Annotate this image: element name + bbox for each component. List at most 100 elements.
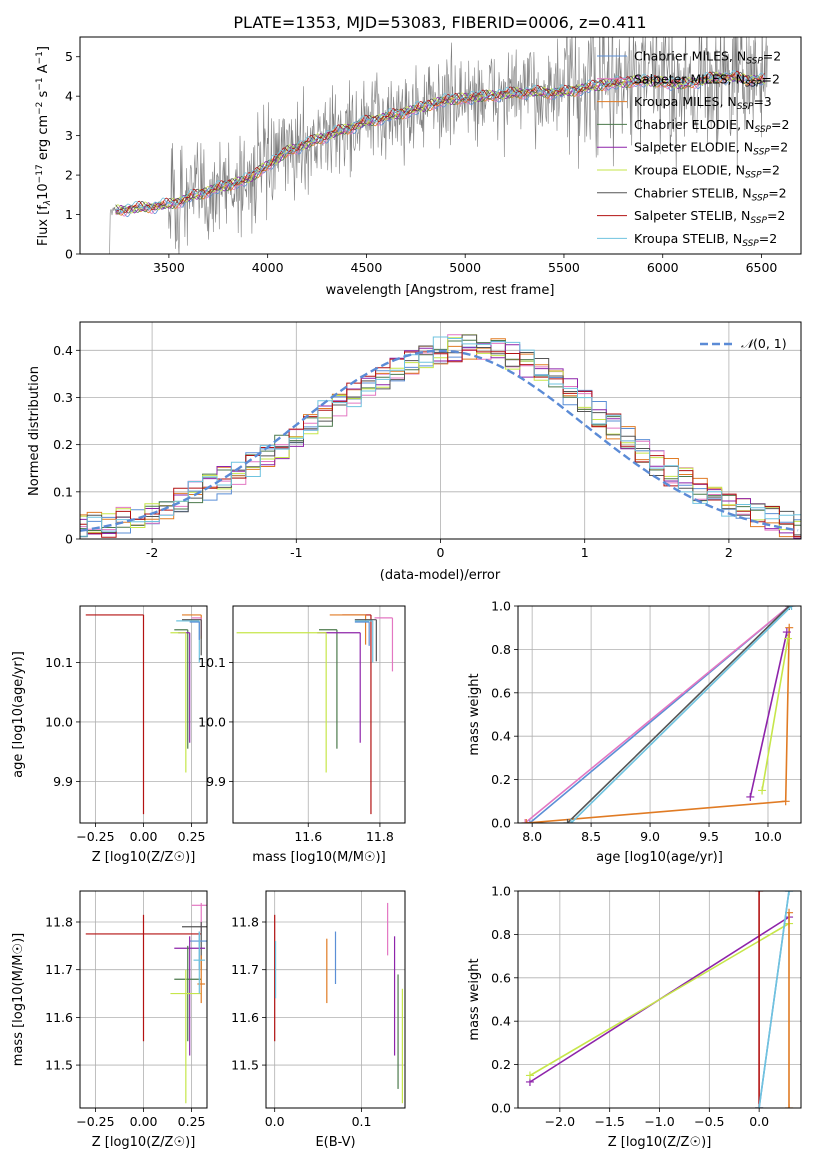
weight-marker xyxy=(785,891,794,895)
observed-spectrum xyxy=(109,37,768,254)
y-tick-label: 1.0 xyxy=(491,884,511,899)
y-tick-label: 1.0 xyxy=(491,599,511,614)
legend-label: Chabrier MILES, NSSP=2 xyxy=(634,49,781,67)
y-tick-label: 0.0 xyxy=(491,1101,511,1116)
model-spectrum xyxy=(115,71,766,214)
weight-marker xyxy=(758,786,767,795)
y-tick-label: 0.3 xyxy=(53,390,73,405)
axes-frame xyxy=(79,321,802,540)
y-tick-label: 0.8 xyxy=(491,927,511,942)
y-tick-label: 9.9 xyxy=(53,774,73,789)
axes-frame xyxy=(79,36,802,255)
legend-label: 𝒩(0, 1) xyxy=(741,336,787,351)
legend-label: Salpeter STELIB, NSSP=2 xyxy=(634,208,785,226)
x-tick-label: −0.25 xyxy=(76,829,114,844)
weight-series xyxy=(758,891,790,1108)
axes-frame xyxy=(232,605,406,824)
residuals-ylabel: Normed distribution xyxy=(27,366,42,496)
legend-label: Kroupa MILES, NSSP=3 xyxy=(634,94,772,112)
axes-frame xyxy=(517,605,802,824)
x-axis-label: age [log10(age/yr)] xyxy=(596,850,723,865)
spectrum-ylabel: Flux [fλ10−17 erg cm−2 s−1 A−1] xyxy=(35,46,53,246)
model-spectrum xyxy=(115,70,766,214)
x-axis-label: Z [log10(Z/Z☉)] xyxy=(92,850,196,865)
weight-marker xyxy=(755,1104,764,1108)
y-axis-label: mass weight xyxy=(467,673,482,755)
y-tick-label: 0.4 xyxy=(491,729,511,744)
mass-vs-extinction-panel: 0.0 0.1 11.5 11.6 11.7 11.8 E(B-V) xyxy=(231,890,406,1150)
residuals-xlabel: (data-model)/error xyxy=(380,568,501,583)
weight-series xyxy=(524,606,790,823)
age-vs-metallicity-panel: −0.25 0.00 0.25 9.9 10.0 10.1 Z [log10(Z/Z☉)] a… xyxy=(11,605,208,865)
legend-label: Kroupa STELIB, NSSP=2 xyxy=(634,231,777,249)
legend-label: Salpeter MILES, NSSP=2 xyxy=(634,71,780,89)
weight-marker xyxy=(785,1104,794,1108)
x-tick-label: −0.5 xyxy=(694,1114,724,1129)
residual-histogram xyxy=(80,339,801,531)
x-tick-label: -2 xyxy=(146,545,158,560)
x-tick-label: 4000 xyxy=(252,260,284,275)
x-tick-label: 9.5 xyxy=(699,829,719,844)
residual-histogram xyxy=(80,336,801,537)
weight-marker xyxy=(563,819,572,823)
x-tick-label: 8.0 xyxy=(522,829,542,844)
normal-curve xyxy=(80,349,799,532)
weight-marker xyxy=(781,797,790,806)
y-axis-label: age [log10(age/yr)] xyxy=(11,651,26,778)
y-tick-label: 0.2 xyxy=(53,437,73,452)
x-tick-label: 0 xyxy=(437,545,445,560)
weight-series xyxy=(566,606,790,823)
axes-frame xyxy=(79,890,208,1109)
x-tick-label: 6500 xyxy=(746,260,778,275)
y-tick-label: 0 xyxy=(65,247,73,262)
model-spectrum xyxy=(115,69,766,213)
y-axis-label: mass weight xyxy=(467,958,482,1040)
x-tick-label: 11.6 xyxy=(294,829,322,844)
y-tick-label: 0 xyxy=(65,532,73,547)
y-tick-label: 11.7 xyxy=(231,962,259,977)
y-tick-label: 10.1 xyxy=(45,655,73,670)
weight-marker xyxy=(746,792,755,801)
x-tick-label: 0.25 xyxy=(178,1114,206,1129)
y-tick-label: 10.1 xyxy=(198,655,226,670)
y-tick-label: 10.0 xyxy=(45,714,73,729)
y-tick-label: 0.1 xyxy=(53,484,73,499)
y-tick-label: 0.0 xyxy=(491,816,511,831)
y-tick-label: 11.6 xyxy=(45,1010,73,1025)
residual-histogram xyxy=(80,334,801,538)
x-tick-label: −2.0 xyxy=(545,1114,575,1129)
weight-marker xyxy=(567,819,576,823)
weight-vs-age-panel: 8.0 8.5 9.0 9.5 10.0 0.0 0.2 0.4 0.6 0.8 1.0 age [l… xyxy=(467,599,802,865)
axes-frame xyxy=(265,890,406,1109)
y-tick-label: 11.5 xyxy=(231,1058,259,1073)
y-tick-label: 0.2 xyxy=(491,772,511,787)
y-tick-label: 0.4 xyxy=(53,343,73,358)
y-tick-label: 0.2 xyxy=(491,1057,511,1072)
x-tick-label: 9.0 xyxy=(640,829,660,844)
x-axis-label: mass [log10(M/M☉)] xyxy=(252,850,385,865)
y-tick-label: 2 xyxy=(65,168,73,183)
axes-frame xyxy=(79,605,208,824)
model-spectrum xyxy=(115,75,766,218)
x-tick-label: 4500 xyxy=(351,260,383,275)
weight-series xyxy=(761,638,789,791)
weight-series xyxy=(529,922,790,1077)
x-axis-label: Z [log10(Z/Z☉)] xyxy=(608,1135,712,1150)
x-tick-label: 5500 xyxy=(548,260,580,275)
y-tick-label: 0.4 xyxy=(491,1014,511,1029)
x-tick-label: 3500 xyxy=(153,260,185,275)
x-tick-label: 11.8 xyxy=(366,829,394,844)
y-tick-label: 0.8 xyxy=(491,642,511,657)
weight-series xyxy=(570,606,793,823)
weight-series xyxy=(749,631,788,798)
y-tick-label: 3 xyxy=(65,128,73,143)
weight-vs-metallicity-panel: −2.0 −1.5 −1.0 −0.5 0.0 0.0 0.2 0.4 0.6 0.8 1.0 Z [… xyxy=(467,884,802,1150)
y-tick-label: 11.8 xyxy=(231,915,259,930)
y-axis-label: mass [log10(M/M☉)] xyxy=(11,933,26,1066)
y-tick-label: 10.0 xyxy=(198,714,226,729)
x-tick-label: 0.00 xyxy=(130,1114,158,1129)
x-axis-label: Z [log10(Z/Z☉)] xyxy=(92,1135,196,1150)
weight-marker xyxy=(525,819,534,823)
x-tick-label: 0.00 xyxy=(130,829,158,844)
y-tick-label: 4 xyxy=(65,89,73,104)
